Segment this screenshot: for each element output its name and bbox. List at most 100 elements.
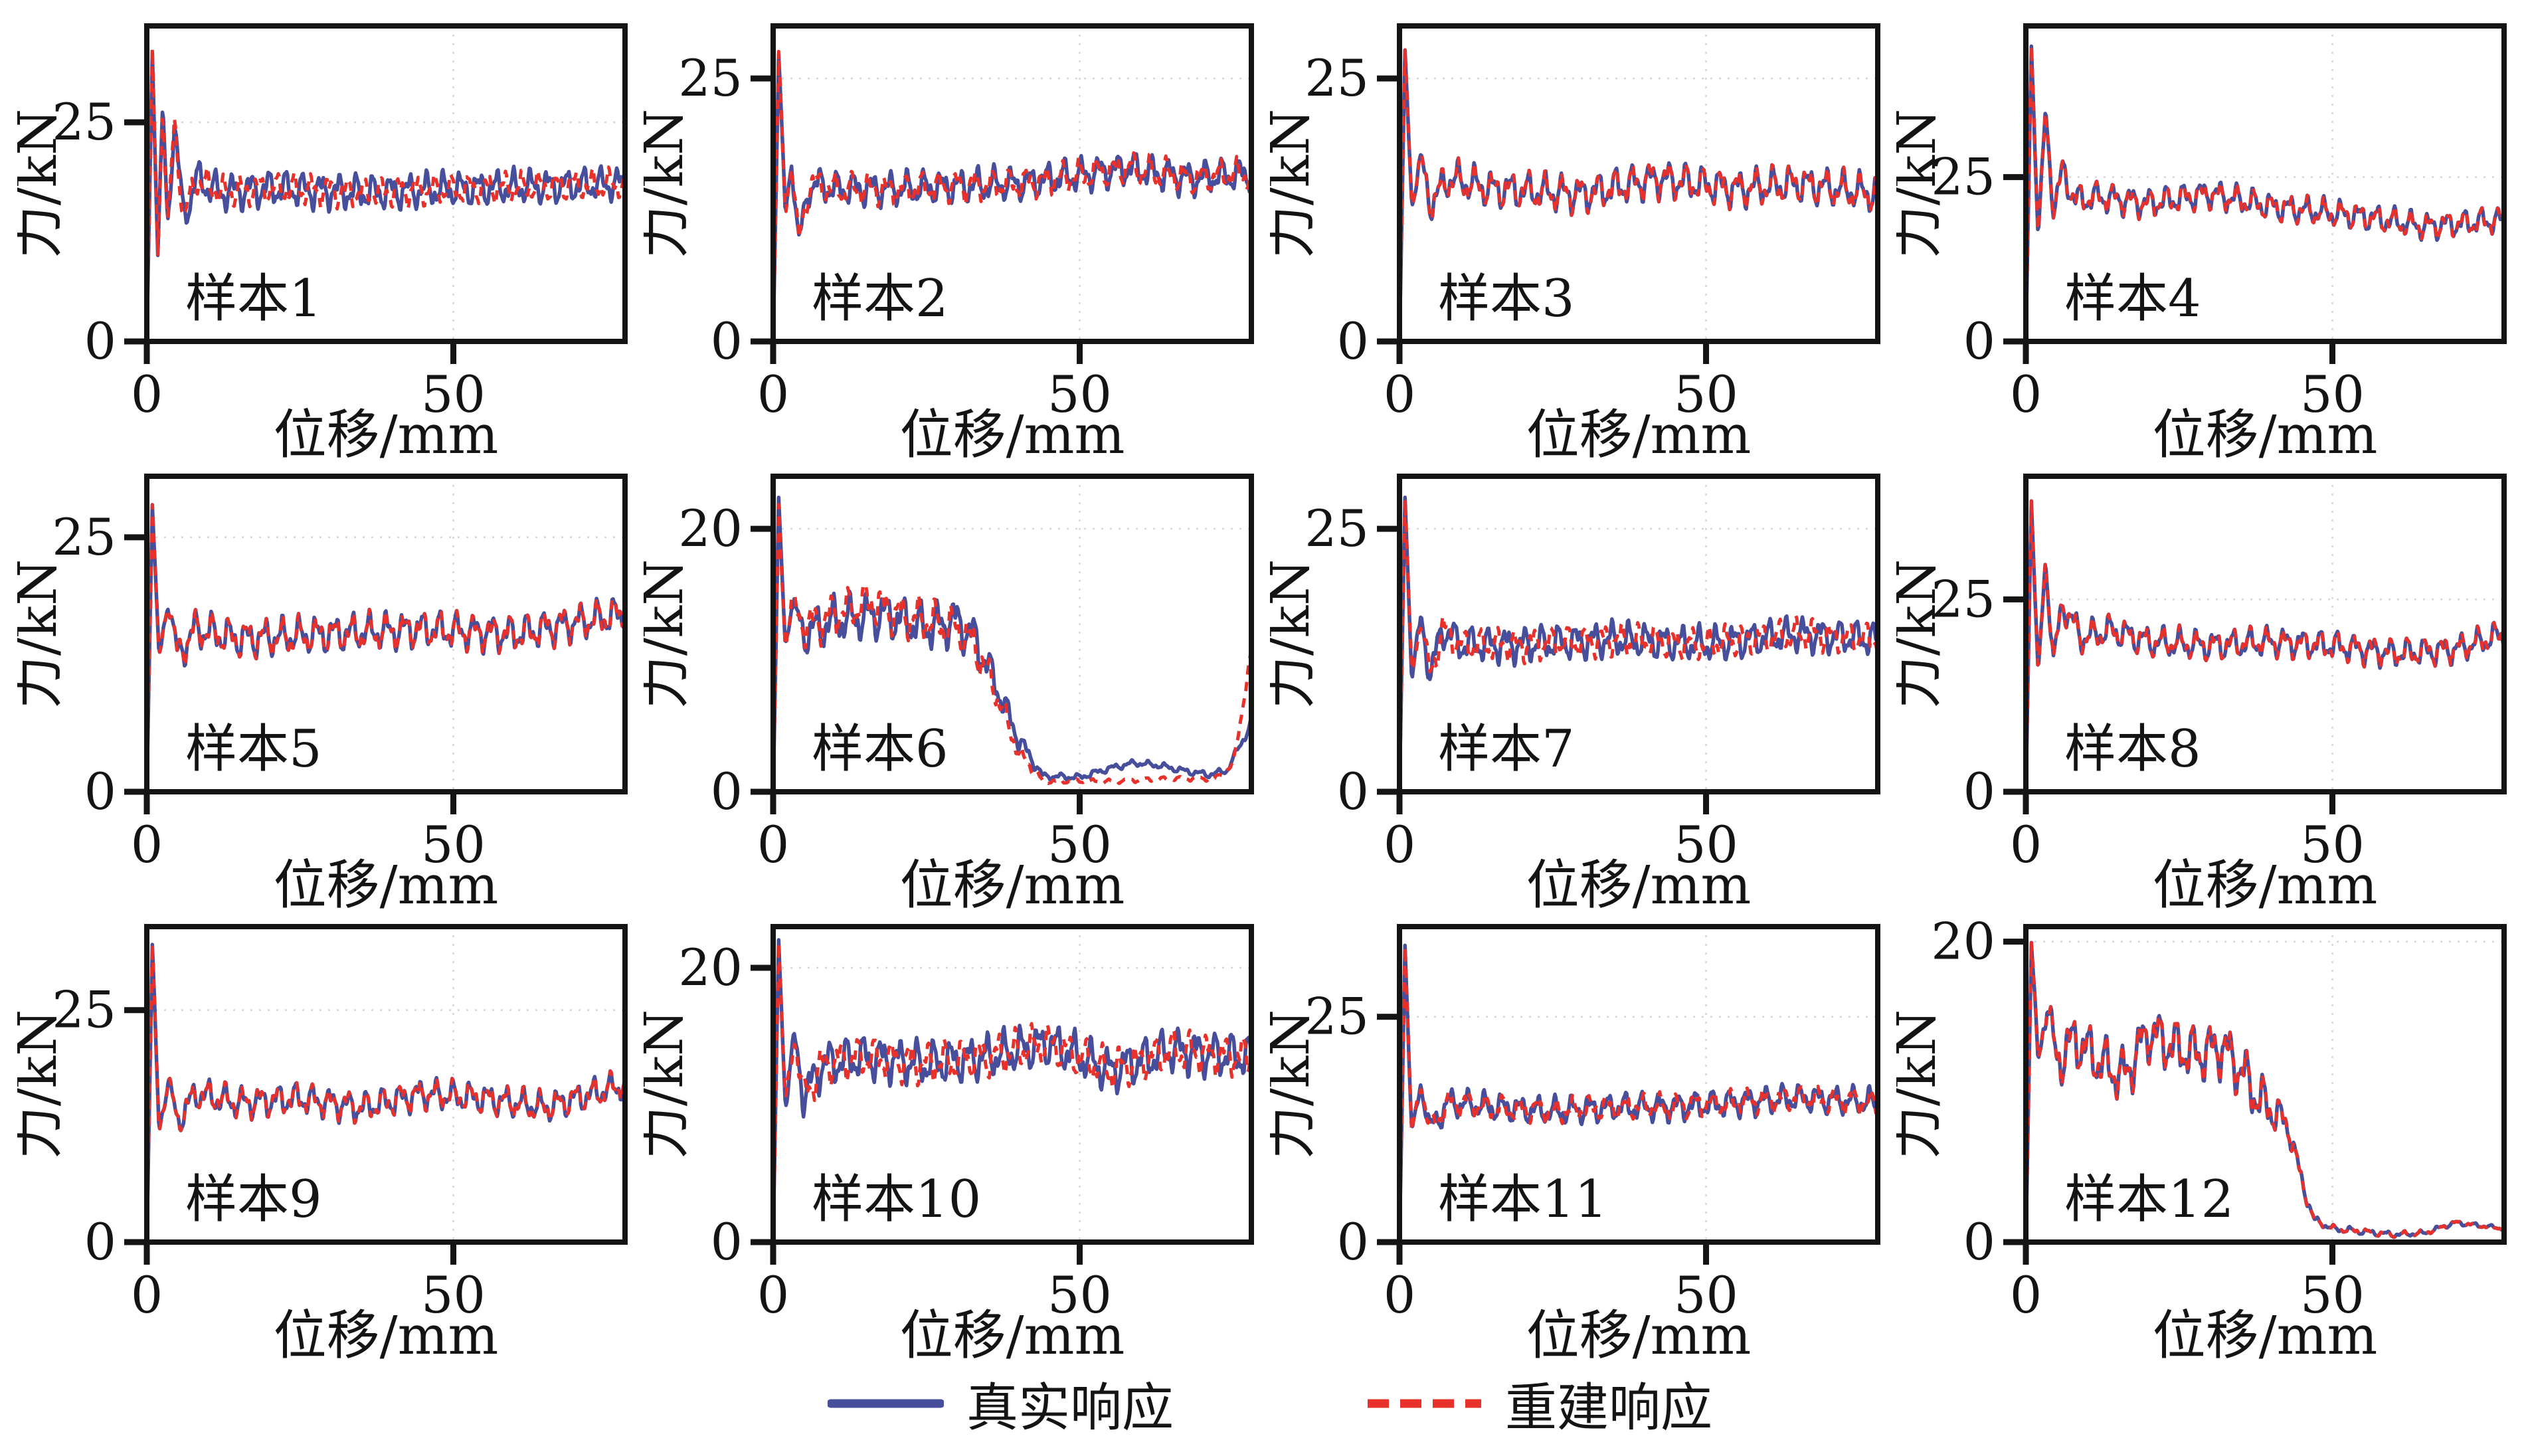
legend-label-true-response: 真实响应 — [966, 1378, 1174, 1438]
y-axis-label: 力/kN — [1270, 109, 1321, 258]
plot-frame — [770, 924, 1254, 1245]
x-tick-label-50: 50 — [2300, 365, 2365, 424]
x-tick-label-0: 0 — [2010, 365, 2042, 424]
sample-label: 样本11 — [1438, 1170, 1607, 1229]
y-tick-label-25: 25 — [1931, 147, 1995, 207]
reconstructed-response-line — [2026, 941, 2504, 1242]
reconstructed-response-line — [147, 943, 625, 1242]
x-tick-label-0: 0 — [757, 1265, 789, 1324]
x-tick-label-0: 0 — [2010, 1265, 2042, 1324]
y-tick-label-20: 20 — [678, 499, 743, 558]
sample-label: 样本6 — [812, 719, 948, 779]
reconstructed-response-line — [773, 941, 1251, 1240]
sample-label: 样本10 — [812, 1170, 981, 1229]
y-tick-label-0: 0 — [84, 312, 116, 371]
subplot-sample-2: 0 25 0 50 力/kN 位移/mm 样本2 — [644, 9, 1270, 460]
y-tick-label-25: 25 — [1305, 48, 1369, 108]
x-tick-label-0: 0 — [131, 1265, 163, 1324]
plot-frame — [1397, 474, 1880, 794]
x-tick-label-50: 50 — [1047, 365, 1112, 424]
x-axis-label: 位移/mm — [900, 854, 1125, 910]
y-tick-label-25: 25 — [1305, 499, 1369, 558]
x-tick-label-50: 50 — [1674, 1265, 1738, 1324]
x-tick-label-0: 0 — [757, 365, 789, 424]
y-axis-label: 力/kN — [1896, 559, 1947, 709]
reconstructed-response-line — [1399, 945, 1878, 1241]
x-axis-label: 位移/mm — [274, 404, 499, 460]
sample-label: 样本5 — [185, 719, 322, 779]
sample-label: 样本9 — [185, 1170, 322, 1229]
y-axis-label: 力/kN — [1270, 1010, 1321, 1159]
x-tick-label-50: 50 — [1674, 815, 1738, 874]
legend-item-reconstructed-response: 重建响应 — [1366, 1366, 1712, 1441]
plot-frame — [1397, 23, 1880, 344]
x-axis-label: 位移/mm — [2153, 854, 2378, 910]
y-axis-label: 力/kN — [644, 1010, 695, 1159]
sample-label: 样本12 — [2064, 1170, 2234, 1229]
subplot-sample-12: 0 20 0 50 力/kN 位移/mm 样本12 — [1896, 910, 2523, 1360]
x-axis-label: 位移/mm — [1526, 854, 1752, 910]
subplot-sample-9: 0 25 0 50 力/kN 位移/mm 样本9 — [17, 910, 644, 1360]
subplot-sample-7: 0 25 0 50 力/kN 位移/mm 样本7 — [1270, 460, 1896, 910]
x-axis-label: 位移/mm — [900, 1305, 1125, 1360]
sample-label: 样本8 — [2064, 719, 2201, 779]
reconstructed-response-line — [1399, 48, 1878, 341]
true-response-line — [773, 496, 1251, 792]
plot-frame — [2023, 474, 2507, 794]
x-tick-label-50: 50 — [421, 365, 486, 424]
reconstructed-response-line — [2026, 45, 2504, 340]
true-response-line — [1399, 943, 1878, 1241]
sample-label: 样本3 — [1438, 269, 1575, 329]
x-tick-label-50: 50 — [1047, 815, 1112, 874]
subplot-sample-4: 0 25 0 50 力/kN 位移/mm 样本4 — [1896, 9, 2523, 460]
sample-label: 样本1 — [185, 269, 322, 329]
x-axis-label: 位移/mm — [2153, 1305, 2378, 1360]
y-axis-label: 力/kN — [644, 559, 695, 709]
plot-frame — [1397, 924, 1880, 1245]
x-tick-label-0: 0 — [1384, 1265, 1415, 1324]
x-tick-label-0: 0 — [757, 815, 789, 874]
subplot-sample-8: 0 25 0 50 力/kN 位移/mm 样本8 — [1896, 460, 2523, 910]
x-axis-label: 位移/mm — [274, 1305, 499, 1360]
reconstructed-response-line — [1399, 498, 1878, 792]
y-tick-label-20: 20 — [678, 938, 743, 997]
plot-frame — [144, 23, 628, 344]
reconstructed-response-line — [147, 503, 625, 792]
y-tick-label-0: 0 — [1963, 1212, 1995, 1271]
x-tick-label-50: 50 — [2300, 1265, 2365, 1324]
sample-label: 样本4 — [2064, 269, 2201, 329]
true-response-line — [773, 938, 1251, 1241]
x-tick-label-0: 0 — [131, 815, 163, 874]
y-axis-label: 力/kN — [17, 1010, 68, 1159]
y-tick-label-0: 0 — [1337, 762, 1369, 821]
x-tick-label-50: 50 — [421, 1265, 486, 1324]
x-tick-label-0: 0 — [1384, 815, 1415, 874]
x-tick-label-50: 50 — [2300, 815, 2365, 874]
x-tick-label-0: 0 — [2010, 815, 2042, 874]
sample-label: 样本2 — [812, 269, 948, 329]
plot-frame — [770, 23, 1254, 344]
y-tick-label-0: 0 — [84, 762, 116, 821]
x-axis-label: 位移/mm — [274, 854, 499, 910]
y-tick-label-0: 0 — [711, 312, 743, 371]
y-tick-label-0: 0 — [1337, 1212, 1369, 1271]
y-tick-label-20: 20 — [1931, 912, 1995, 971]
dashed-line-swatch — [1368, 1399, 1481, 1408]
y-tick-label-0: 0 — [84, 1212, 116, 1271]
y-tick-label-0: 0 — [711, 762, 743, 821]
y-tick-label-25: 25 — [678, 48, 743, 108]
plot-frame — [2023, 924, 2507, 1245]
y-tick-label-25: 25 — [52, 92, 116, 151]
subplot-sample-1: 0 25 0 50 力/kN 位移/mm 样本1 — [17, 9, 644, 460]
x-axis-label: 位移/mm — [1526, 404, 1752, 460]
x-tick-label-0: 0 — [131, 365, 163, 424]
reconstructed-response-line — [2026, 499, 2504, 792]
y-tick-label-25: 25 — [1305, 987, 1369, 1046]
y-axis-label: 力/kN — [1270, 559, 1321, 709]
y-tick-label-0: 0 — [1963, 762, 1995, 821]
reconstructed-response-line — [773, 503, 1251, 792]
y-tick-label-0: 0 — [1963, 312, 1995, 371]
solid-line-swatch — [827, 1399, 944, 1408]
subplot-sample-6: 0 20 0 50 力/kN 位移/mm 样本6 — [644, 460, 1270, 910]
legend-item-true-response: 真实响应 — [827, 1366, 1174, 1441]
